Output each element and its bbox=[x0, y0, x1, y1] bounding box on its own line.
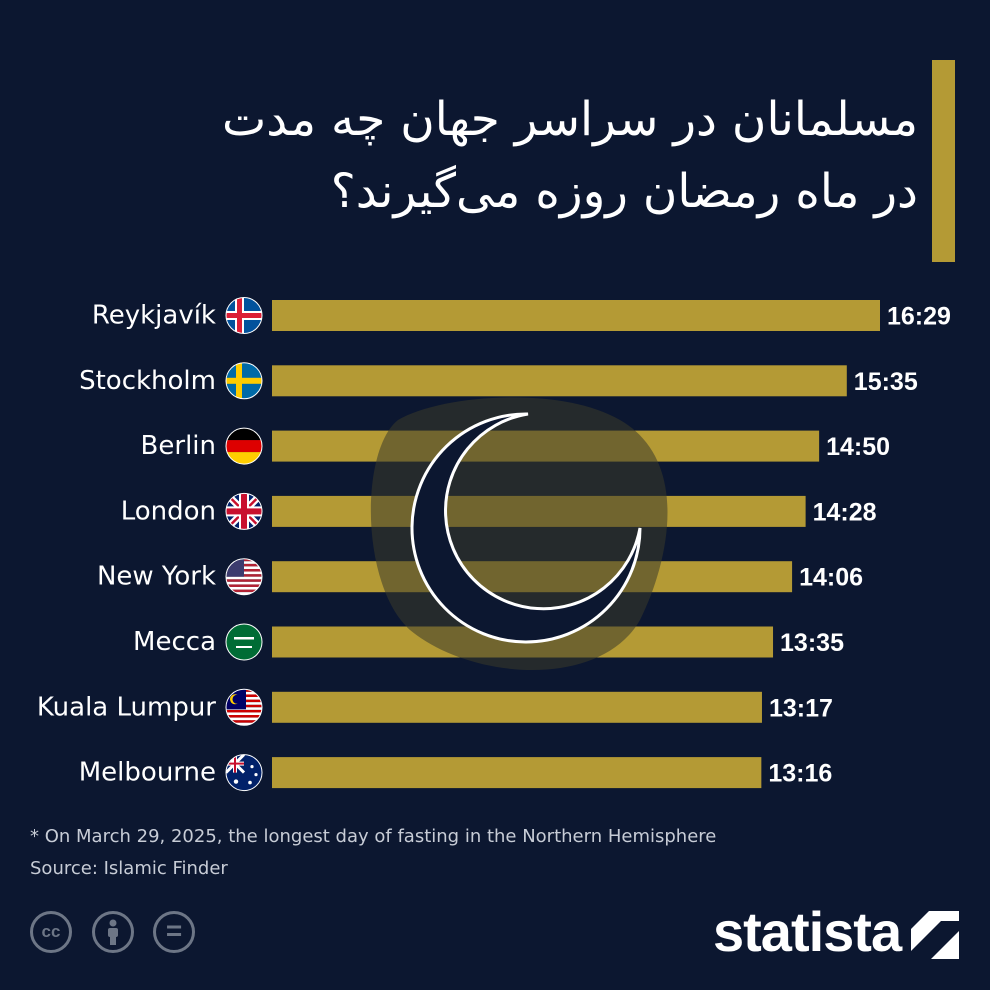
bar-7 bbox=[272, 757, 762, 789]
chart-title-line-2: در ماه رمضان روزه می‌گیرند؟ bbox=[330, 164, 918, 219]
statista-logo-mark bbox=[911, 911, 959, 959]
iceland-flag-icon bbox=[225, 297, 263, 334]
footnote: * On March 29, 2025, the longest day of … bbox=[30, 826, 717, 847]
source-note: Source: Islamic Finder bbox=[30, 858, 228, 879]
sweden-flag-icon bbox=[225, 362, 263, 400]
cc-icon[interactable]: cc bbox=[30, 911, 72, 953]
category-label: New York bbox=[97, 562, 216, 592]
value-label: 13:16 bbox=[768, 760, 832, 788]
crescent-moon-decoration bbox=[370, 397, 668, 670]
category-label: London bbox=[121, 496, 216, 526]
uk-flag-icon bbox=[225, 492, 263, 530]
bar-6 bbox=[272, 691, 762, 723]
malaysia-flag-icon bbox=[225, 688, 263, 726]
value-label: 13:35 bbox=[780, 629, 844, 657]
category-label: Berlin bbox=[141, 431, 216, 461]
statista-logo[interactable]: statista bbox=[713, 900, 902, 963]
value-label: 14:50 bbox=[826, 433, 890, 461]
category-label: Reykjavík bbox=[92, 301, 216, 331]
value-label: 14:06 bbox=[799, 564, 863, 592]
value-label: 13:17 bbox=[769, 694, 833, 722]
category-label: Stockholm bbox=[79, 366, 216, 396]
value-label: 14:28 bbox=[813, 498, 877, 526]
category-label: Kuala Lumpur bbox=[37, 692, 216, 722]
nd-icon[interactable]: = bbox=[153, 911, 195, 953]
value-label: 16:29 bbox=[887, 303, 951, 331]
bar-0 bbox=[272, 300, 880, 331]
germany-flag-icon bbox=[225, 427, 263, 465]
category-label: Melbourne bbox=[79, 758, 216, 788]
saudi-arabia-flag-icon bbox=[225, 623, 263, 661]
australia-flag-icon bbox=[225, 754, 263, 792]
title-accent-bar bbox=[932, 60, 955, 262]
usa-flag-icon bbox=[225, 558, 263, 596]
value-label: 15:35 bbox=[854, 368, 918, 396]
by-icon[interactable] bbox=[92, 911, 134, 953]
chart-title-line-1: مسلمانان در سراسر جهان چه مدت bbox=[222, 92, 918, 147]
bar-1 bbox=[272, 365, 847, 397]
category-label: Mecca bbox=[133, 627, 216, 657]
